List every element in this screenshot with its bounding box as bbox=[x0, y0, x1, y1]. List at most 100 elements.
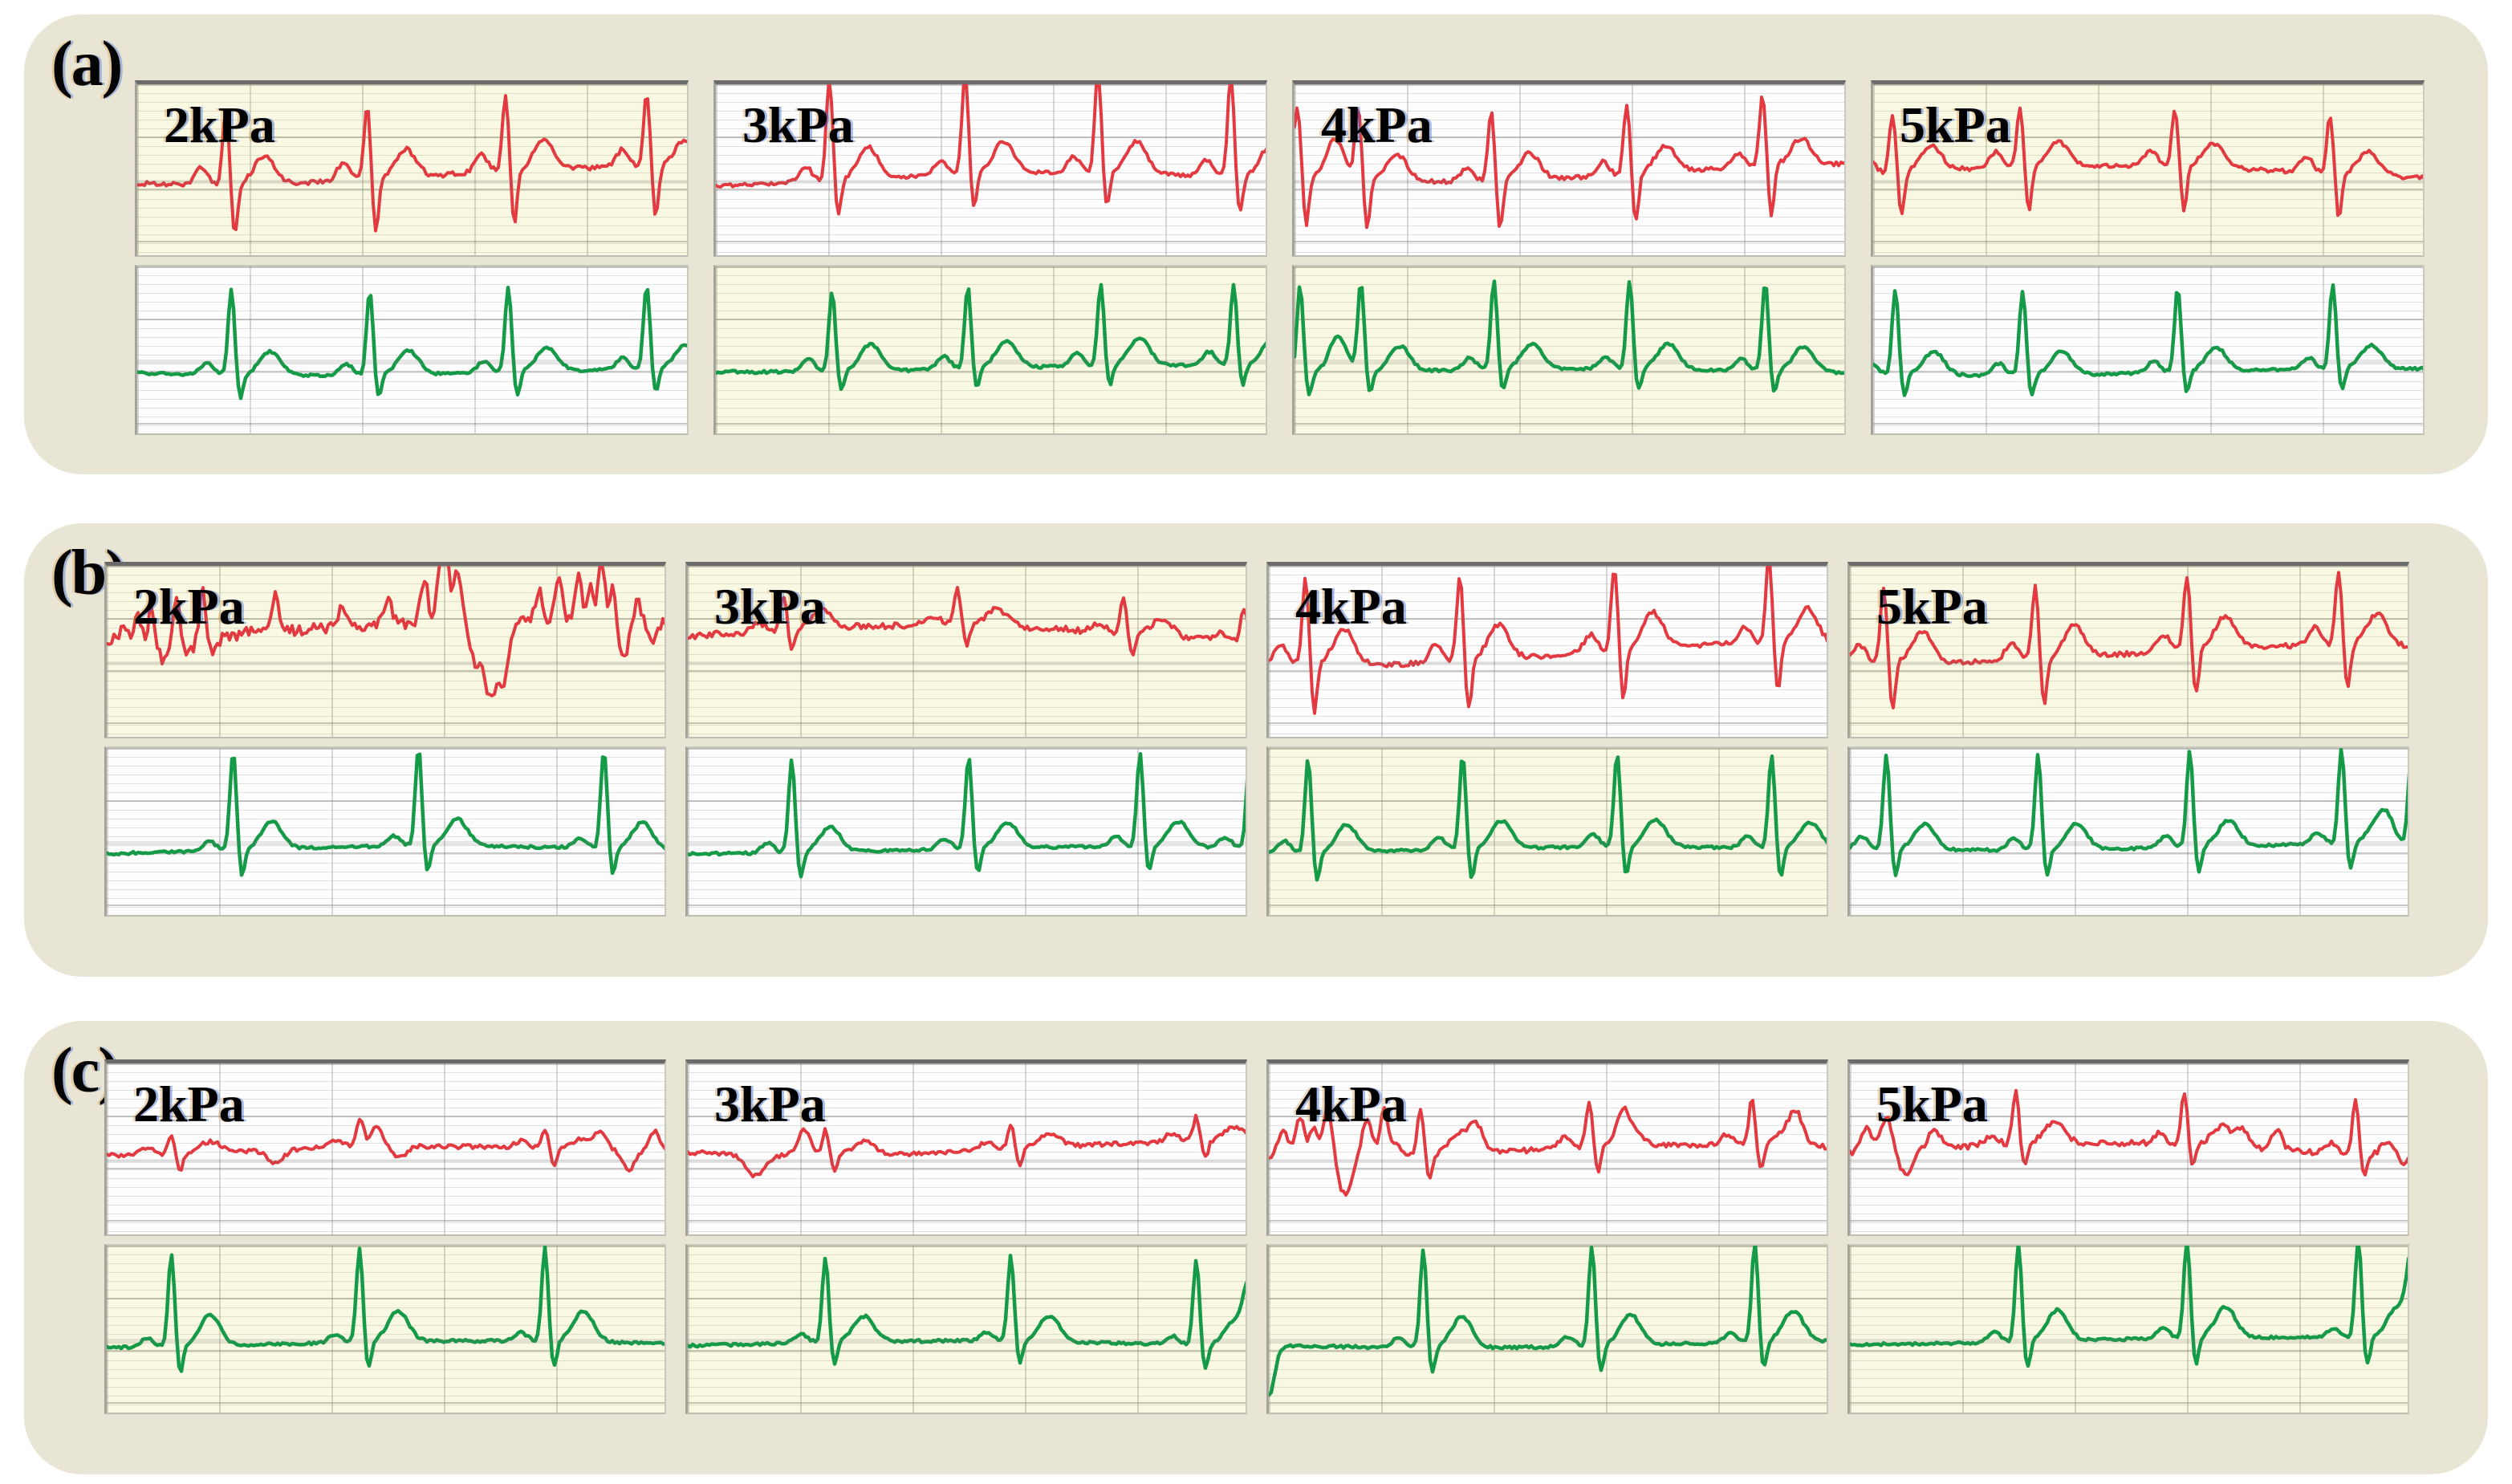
green-channel-chart bbox=[1266, 746, 1828, 917]
red-ecg-trace bbox=[1295, 96, 1844, 230]
green-ecg-trace bbox=[688, 752, 1246, 879]
green-ecg-trace bbox=[1873, 283, 2423, 397]
red-trace-plot bbox=[688, 586, 1246, 657]
panel-a-3kpa: 3kPa bbox=[713, 80, 1267, 435]
panel-c-2kpa: 2kPa bbox=[104, 1059, 666, 1414]
red-ecg-trace bbox=[1269, 1099, 1827, 1197]
row-c-panels: 2kPa 3kPa 4kPa 5kPa bbox=[24, 1021, 2488, 1474]
panel-b-4kpa: 4kPa bbox=[1266, 562, 1828, 917]
green-trace-plot bbox=[107, 752, 665, 877]
green-channel-chart bbox=[135, 265, 689, 435]
row-a-panels: 2kPa 3kPa 4kPa 5kPa bbox=[24, 14, 2488, 474]
green-ecg-trace bbox=[716, 283, 1266, 392]
pressure-label: 3kPa bbox=[714, 1075, 826, 1132]
panel-b-5kpa: 5kPa bbox=[1847, 562, 2409, 917]
red-trace-plot bbox=[1269, 1099, 1827, 1197]
red-channel-chart bbox=[1292, 80, 1846, 257]
green-trace-plot bbox=[137, 286, 687, 400]
row-c: (c) 2kPa 3kPa 4kPa 5kPa bbox=[24, 1021, 2488, 1474]
green-trace-plot bbox=[716, 283, 1266, 392]
red-channel-chart bbox=[135, 80, 689, 257]
pressure-label: 3kPa bbox=[714, 578, 826, 635]
red-channel-chart bbox=[104, 1059, 666, 1236]
panel-a-4kpa: 4kPa bbox=[1292, 80, 1846, 435]
red-ecg-trace bbox=[107, 1117, 665, 1173]
pressure-label: 5kPa bbox=[1876, 578, 1988, 635]
red-trace-plot bbox=[107, 1117, 665, 1173]
green-ecg-trace bbox=[107, 752, 665, 877]
pressure-label: 3kPa bbox=[742, 96, 854, 153]
red-trace-plot bbox=[137, 94, 687, 233]
green-ecg-trace bbox=[107, 1246, 665, 1373]
green-channel-chart bbox=[685, 746, 1247, 917]
red-ecg-trace bbox=[716, 84, 1266, 216]
pressure-label: 4kPa bbox=[1321, 96, 1433, 153]
red-ecg-trace bbox=[107, 566, 665, 697]
panel-c-5kpa: 5kPa bbox=[1847, 1059, 2409, 1414]
red-trace-plot bbox=[1873, 106, 2423, 218]
red-channel-chart bbox=[104, 562, 666, 738]
green-channel-chart bbox=[104, 746, 666, 917]
green-trace-plot bbox=[688, 1254, 1246, 1370]
green-channel-chart bbox=[713, 265, 1267, 435]
red-ecg-trace bbox=[1873, 106, 2423, 218]
green-channel-chart bbox=[1871, 265, 2425, 435]
red-ecg-trace bbox=[1269, 566, 1827, 715]
pressure-label: 2kPa bbox=[133, 1075, 245, 1132]
green-ecg-trace bbox=[688, 1254, 1246, 1370]
red-ecg-trace bbox=[1850, 1088, 2408, 1177]
green-channel-chart bbox=[104, 1244, 666, 1414]
red-channel-chart bbox=[1847, 562, 2409, 738]
red-channel-chart bbox=[685, 562, 1247, 738]
green-channel-chart bbox=[1292, 265, 1846, 435]
pressure-label: 5kPa bbox=[1900, 96, 2011, 153]
row-b-panels: 2kPa 3kPa 4kPa 5kPa bbox=[24, 523, 2488, 977]
red-trace-plot bbox=[1850, 1088, 2408, 1177]
panel-a-2kpa: 2kPa bbox=[135, 80, 689, 435]
green-trace-plot bbox=[688, 752, 1246, 879]
red-ecg-trace bbox=[137, 94, 687, 233]
red-trace-plot bbox=[688, 1113, 1246, 1179]
row-label-a: (a) bbox=[51, 29, 123, 100]
red-channel-chart bbox=[1871, 80, 2425, 257]
green-trace-plot bbox=[1269, 754, 1827, 882]
red-ecg-trace bbox=[1850, 571, 2408, 709]
green-channel-chart bbox=[1266, 1244, 1828, 1414]
green-channel-chart bbox=[685, 1244, 1247, 1414]
green-ecg-trace bbox=[1295, 279, 1844, 396]
green-ecg-trace bbox=[1269, 754, 1827, 882]
pressure-label: 4kPa bbox=[1295, 1075, 1407, 1132]
green-channel-chart bbox=[1847, 1244, 2409, 1414]
panel-b-2kpa: 2kPa bbox=[104, 562, 666, 917]
red-channel-chart bbox=[685, 1059, 1247, 1236]
green-trace-plot bbox=[107, 1246, 665, 1373]
red-channel-chart bbox=[713, 80, 1267, 257]
red-channel-chart bbox=[1266, 562, 1828, 738]
green-trace-plot bbox=[1295, 279, 1844, 396]
red-trace-plot bbox=[1295, 96, 1844, 230]
green-trace-plot bbox=[1850, 1246, 2408, 1368]
green-trace-plot bbox=[1850, 748, 2408, 877]
green-ecg-trace bbox=[1269, 1246, 1827, 1397]
red-trace-plot bbox=[716, 84, 1266, 216]
red-trace-plot bbox=[1850, 571, 2408, 709]
red-channel-chart bbox=[1847, 1059, 2409, 1236]
pressure-label: 4kPa bbox=[1295, 578, 1407, 635]
panel-c-4kpa: 4kPa bbox=[1266, 1059, 1828, 1414]
green-channel-chart bbox=[1847, 746, 2409, 917]
green-trace-plot bbox=[1873, 283, 2423, 397]
green-ecg-trace bbox=[137, 286, 687, 400]
red-trace-plot bbox=[107, 566, 665, 697]
red-channel-chart bbox=[1266, 1059, 1828, 1236]
red-trace-plot bbox=[1269, 566, 1827, 715]
green-trace-plot bbox=[1269, 1246, 1827, 1397]
green-ecg-trace bbox=[1850, 1246, 2408, 1368]
green-ecg-trace bbox=[1850, 748, 2408, 877]
pressure-label: 5kPa bbox=[1876, 1075, 1988, 1132]
panel-a-5kpa: 5kPa bbox=[1871, 80, 2425, 435]
row-b: (b) 2kPa 3kPa 4kPa 5kPa bbox=[24, 523, 2488, 977]
panel-b-3kpa: 3kPa bbox=[685, 562, 1247, 917]
panel-c-3kpa: 3kPa bbox=[685, 1059, 1247, 1414]
red-ecg-trace bbox=[688, 1113, 1246, 1179]
